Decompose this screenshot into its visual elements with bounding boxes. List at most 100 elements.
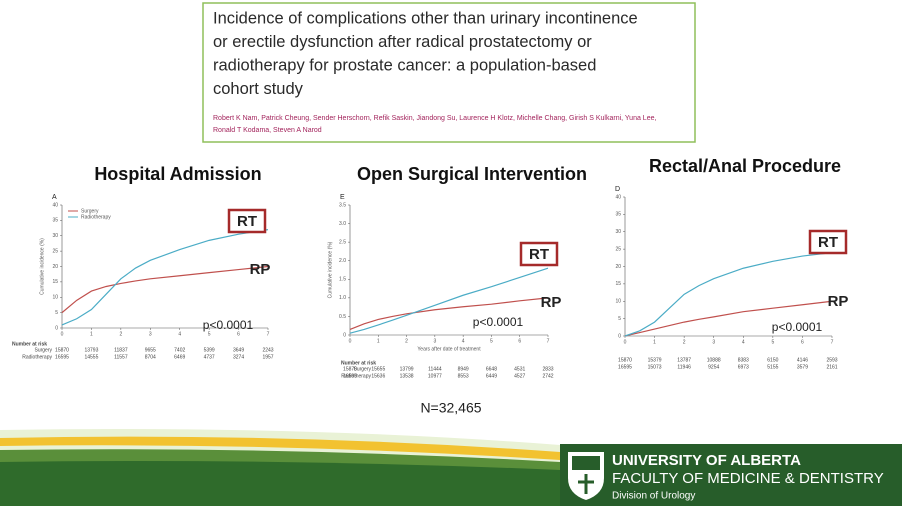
y-tick-label: 20 (52, 264, 58, 270)
x-tick-label: 2 (683, 339, 686, 345)
y-tick-label: 2.5 (339, 239, 346, 245)
risk-value: 7402 (174, 347, 185, 353)
annotation-box (808, 229, 848, 255)
y-tick-label: 25 (52, 248, 58, 254)
paper-title: or erectile dysfunction after radical pr… (213, 33, 592, 51)
risk-value: 13538 (400, 373, 414, 379)
risk-value: 15636 (371, 373, 385, 379)
logo-shield (568, 452, 604, 500)
risk-value: 9254 (708, 364, 719, 370)
x-tick-label: 6 (237, 331, 240, 337)
x-axis-label: Years after date of treatment (417, 346, 481, 352)
risk-value: 2593 (826, 357, 837, 363)
risk-row-name: Radiotherapy (341, 373, 371, 379)
p-value: p<0.0001 (473, 315, 524, 329)
y-tick-label: 10 (615, 299, 621, 305)
background-swoosh (0, 429, 902, 506)
x-tick-label: 0 (349, 338, 352, 344)
y-tick-label: 15 (52, 279, 58, 285)
risk-value: 2833 (542, 366, 553, 372)
risk-value: 15870 (343, 366, 357, 372)
risk-value: 15870 (55, 347, 69, 353)
y-tick-label: 3.5 (339, 202, 346, 208)
paper-authors: Ronald T Kodama, Steven A Narod (213, 127, 322, 134)
risk-value: 15655 (371, 366, 385, 372)
paper-box (202, 2, 696, 143)
paper-authors: Robert K Nam, Patrick Cheung, Sender Her… (213, 115, 656, 122)
curve (349, 267, 549, 334)
x-tick-label: 4 (178, 331, 181, 337)
x-tick-label: 1 (377, 338, 380, 344)
y-tick-label: 1.0 (339, 295, 346, 301)
curve (624, 300, 833, 337)
annotation-rt: RT (529, 246, 549, 263)
panel-label: D (615, 186, 620, 193)
faculty-name: FACULTY OF MEDICINE & DENTISTRY (612, 470, 884, 487)
risk-value: 15379 (648, 357, 662, 363)
y-axis-label: Cumulative incidence (%) (39, 238, 45, 295)
curve (61, 265, 269, 314)
x-tick-label: 1 (90, 331, 93, 337)
division-name: Division of Urology (612, 491, 695, 502)
curve (61, 229, 269, 326)
risk-row-name: Radiotherapy (22, 354, 52, 360)
y-tick-label: 35 (52, 218, 58, 224)
annotation-rp: RP (828, 293, 849, 310)
y-tick-label: 2.0 (339, 258, 346, 264)
risk-value: 11946 (677, 364, 691, 370)
y-tick-label: 40 (52, 202, 58, 208)
annotation-rt: RT (237, 213, 257, 230)
paper-title: Incidence of complications other than ur… (213, 9, 638, 27)
risk-value: 10977 (428, 373, 442, 379)
chart-title: Hospital Admission (94, 164, 261, 184)
risk-title: Number at risk (12, 341, 47, 347)
annotation-rp: RP (541, 294, 562, 311)
risk-value: 11557 (114, 354, 128, 360)
x-tick-label: 7 (267, 331, 270, 337)
risk-value: 13793 (84, 347, 98, 353)
x-tick-label: 6 (801, 339, 804, 345)
risk-value: 8704 (145, 354, 156, 360)
risk-value: 6973 (738, 364, 749, 370)
p-value: p<0.0001 (772, 320, 823, 334)
risk-value: 2161 (826, 364, 837, 370)
chart-title: Rectal/Anal Procedure (649, 156, 841, 176)
risk-value: 6648 (486, 366, 497, 372)
panel-label: E (340, 194, 345, 201)
risk-value: 16595 (618, 364, 632, 370)
risk-value: 13787 (677, 357, 691, 363)
risk-value: 6449 (486, 373, 497, 379)
y-tick-label: 1.5 (339, 277, 346, 283)
x-tick-label: 4 (462, 338, 465, 344)
p-value: p<0.0001 (203, 318, 254, 332)
risk-value: 1957 (262, 354, 273, 360)
legend-label: Radiotherapy (81, 214, 111, 220)
x-tick-label: 5 (771, 339, 774, 345)
risk-value: 16595 (343, 373, 357, 379)
risk-value: 13799 (400, 366, 414, 372)
risk-row-name: Surgery (353, 366, 371, 372)
curve (349, 297, 549, 330)
y-tick-label: 5 (618, 316, 621, 322)
y-tick-label: 25 (615, 246, 621, 252)
risk-value: 5155 (767, 364, 778, 370)
x-tick-label: 4 (742, 339, 745, 345)
risk-row-name: Surgery (34, 347, 52, 353)
y-tick-label: 30 (615, 229, 621, 235)
y-tick-label: 0 (618, 333, 621, 339)
annotation-rt: RT (818, 234, 838, 251)
curve (624, 252, 833, 337)
risk-value: 11837 (114, 347, 128, 353)
risk-value: 8553 (458, 373, 469, 379)
y-tick-label: 3.0 (339, 221, 346, 227)
risk-value: 3579 (797, 364, 808, 370)
risk-value: 9655 (145, 347, 156, 353)
risk-value: 15870 (618, 357, 632, 363)
y-tick-label: 0.5 (339, 314, 346, 320)
risk-value: 14555 (84, 354, 98, 360)
y-tick-label: 20 (615, 264, 621, 270)
x-tick-label: 5 (208, 331, 211, 337)
risk-value: 3274 (233, 354, 244, 360)
panel-label: A (52, 194, 57, 201)
university-name: UNIVERSITY OF ALBERTA (612, 452, 801, 469)
